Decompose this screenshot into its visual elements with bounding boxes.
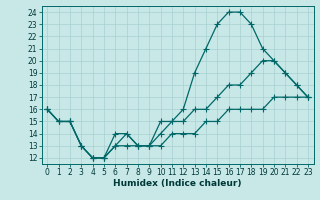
X-axis label: Humidex (Indice chaleur): Humidex (Indice chaleur) [113, 179, 242, 188]
